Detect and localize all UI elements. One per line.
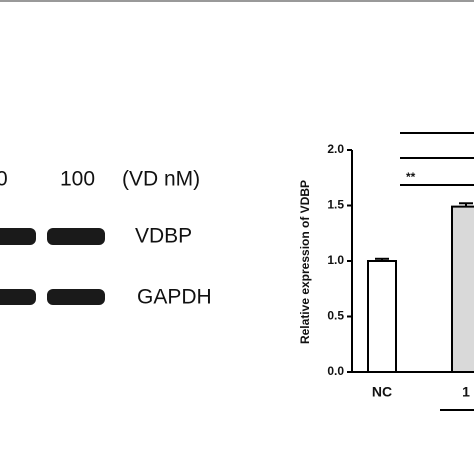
- blot-band: [47, 289, 105, 305]
- y-tick-label: 1.5: [327, 198, 344, 212]
- y-tick-label: 0.5: [327, 309, 344, 323]
- y-tick-label: 1.0: [327, 253, 344, 267]
- band-label: GAPDH: [137, 286, 212, 309]
- bar: [367, 260, 397, 373]
- lane-label: 100: [60, 168, 95, 191]
- band-label: VDBP: [135, 225, 192, 248]
- unit-label: (VD nM): [122, 168, 200, 191]
- lane-label: 0: [0, 168, 8, 191]
- significance-label: **: [406, 170, 416, 184]
- y-tick-label: 0.0: [327, 364, 344, 378]
- blot-band: [0, 289, 36, 305]
- x-tick-label: NC: [372, 384, 392, 400]
- blot-band: [0, 228, 36, 245]
- y-tick-label: 2.0: [327, 142, 344, 156]
- blot-band: [47, 228, 105, 245]
- bar: [451, 205, 474, 373]
- x-tick-label: 1: [462, 384, 470, 400]
- y-axis-label: Relative expression of VDBP: [298, 180, 312, 344]
